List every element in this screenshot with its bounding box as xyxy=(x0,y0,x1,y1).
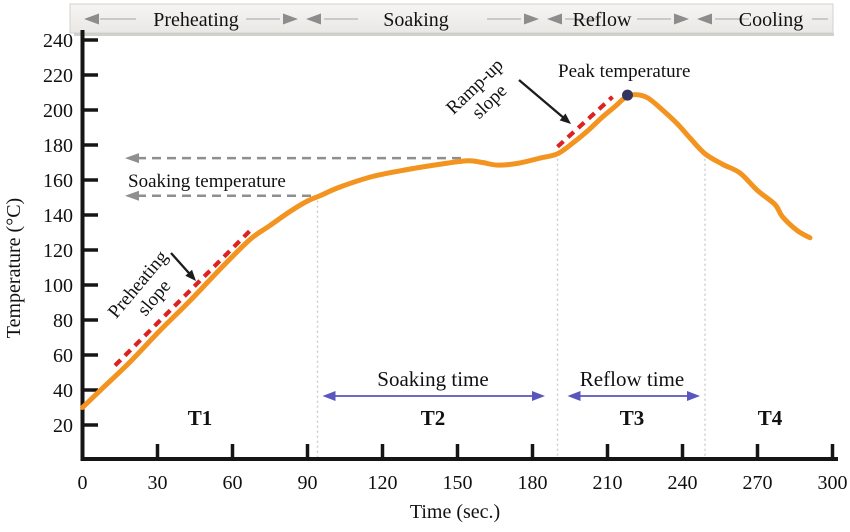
x-tick-label: 150 xyxy=(443,472,473,494)
ramp-up-slope-dashed-line xyxy=(556,95,614,149)
phase-time-label-t3: T3 xyxy=(620,406,645,430)
y-axis-title: Temperature (°C) xyxy=(3,198,25,338)
x-tick-label: 30 xyxy=(148,472,168,494)
right-arrowhead-icon xyxy=(687,391,700,401)
left-arrowhead-icon xyxy=(125,190,139,201)
ramp-up-annotation-arrow xyxy=(518,79,566,120)
y-tick-label: 40 xyxy=(53,380,73,402)
peak-temperature-label: Peak temperature xyxy=(558,61,690,82)
band-left-arrow-icon xyxy=(697,13,712,25)
phase-label-reflow: Reflow xyxy=(573,9,632,31)
phase-label-preheating: Preheating xyxy=(153,9,239,31)
band-left-arrow-icon xyxy=(84,13,99,25)
arrowhead-icon xyxy=(185,269,196,281)
phase-label-cooling: Cooling xyxy=(739,9,803,31)
x-tick-label: 270 xyxy=(743,472,773,494)
right-arrowhead-icon xyxy=(532,391,545,401)
x-tick-label: 0 xyxy=(78,472,88,494)
soaking-temperature-label: Soaking temperature xyxy=(128,171,286,192)
y-tick-label: 200 xyxy=(43,100,73,122)
left-arrowhead-icon xyxy=(125,153,139,164)
left-arrowhead-icon xyxy=(567,391,581,401)
x-tick-label: 210 xyxy=(593,472,623,494)
y-tick-label: 120 xyxy=(43,240,73,262)
phase-time-label-t1: T1 xyxy=(188,406,213,430)
phase-time-label-t2: T2 xyxy=(421,406,446,430)
x-tick-label: 180 xyxy=(518,472,548,494)
y-tick-label: 180 xyxy=(43,135,73,157)
y-tick-label: 100 xyxy=(43,275,73,297)
preheating-slope-dashed-line xyxy=(113,229,252,367)
band-right-arrow-icon xyxy=(674,13,689,25)
y-tick-label: 240 xyxy=(43,30,73,52)
y-tick-label: 60 xyxy=(53,345,73,367)
y-tick-label: 160 xyxy=(43,170,73,192)
left-arrowhead-icon xyxy=(322,391,336,401)
plot-elements xyxy=(80,79,813,457)
y-tick-label: 220 xyxy=(43,65,73,87)
x-tick-label: 120 xyxy=(368,472,398,494)
phase-band-shadow xyxy=(74,33,834,36)
x-tick-label: 300 xyxy=(818,472,848,494)
peak-temperature-dot xyxy=(622,89,633,101)
phase-band-arrows xyxy=(84,13,828,25)
band-left-arrow-icon xyxy=(547,13,562,25)
x-axis-title: Time (sec.) xyxy=(410,501,500,523)
x-tick-label: 90 xyxy=(298,472,318,494)
preheating-annotation-arrow xyxy=(170,252,192,276)
y-tick-label: 80 xyxy=(53,310,73,332)
x-tick-label: 240 xyxy=(668,472,698,494)
x-tick-label: 60 xyxy=(223,472,243,494)
band-right-arrow-icon xyxy=(524,13,539,25)
band-right-arrow-icon xyxy=(283,13,298,25)
reflow-time-label: Reflow time xyxy=(580,367,684,391)
temperature-curve xyxy=(80,92,813,410)
arrowhead-icon xyxy=(559,113,571,124)
phase-time-label-t4: T4 xyxy=(758,406,783,430)
y-tick-label: 20 xyxy=(53,415,73,437)
band-left-arrow-icon xyxy=(306,13,321,25)
y-tick-label: 140 xyxy=(43,205,73,227)
phase-label-soaking: Soaking xyxy=(383,9,449,31)
ramp-up-slope-label: Ramp-up slope xyxy=(442,55,511,124)
axes: 20 40 60 80 100 120 140 160 180 200 220 240 0 30 60 90 1… xyxy=(43,30,848,494)
soaking-time-label: Soaking time xyxy=(377,367,488,391)
